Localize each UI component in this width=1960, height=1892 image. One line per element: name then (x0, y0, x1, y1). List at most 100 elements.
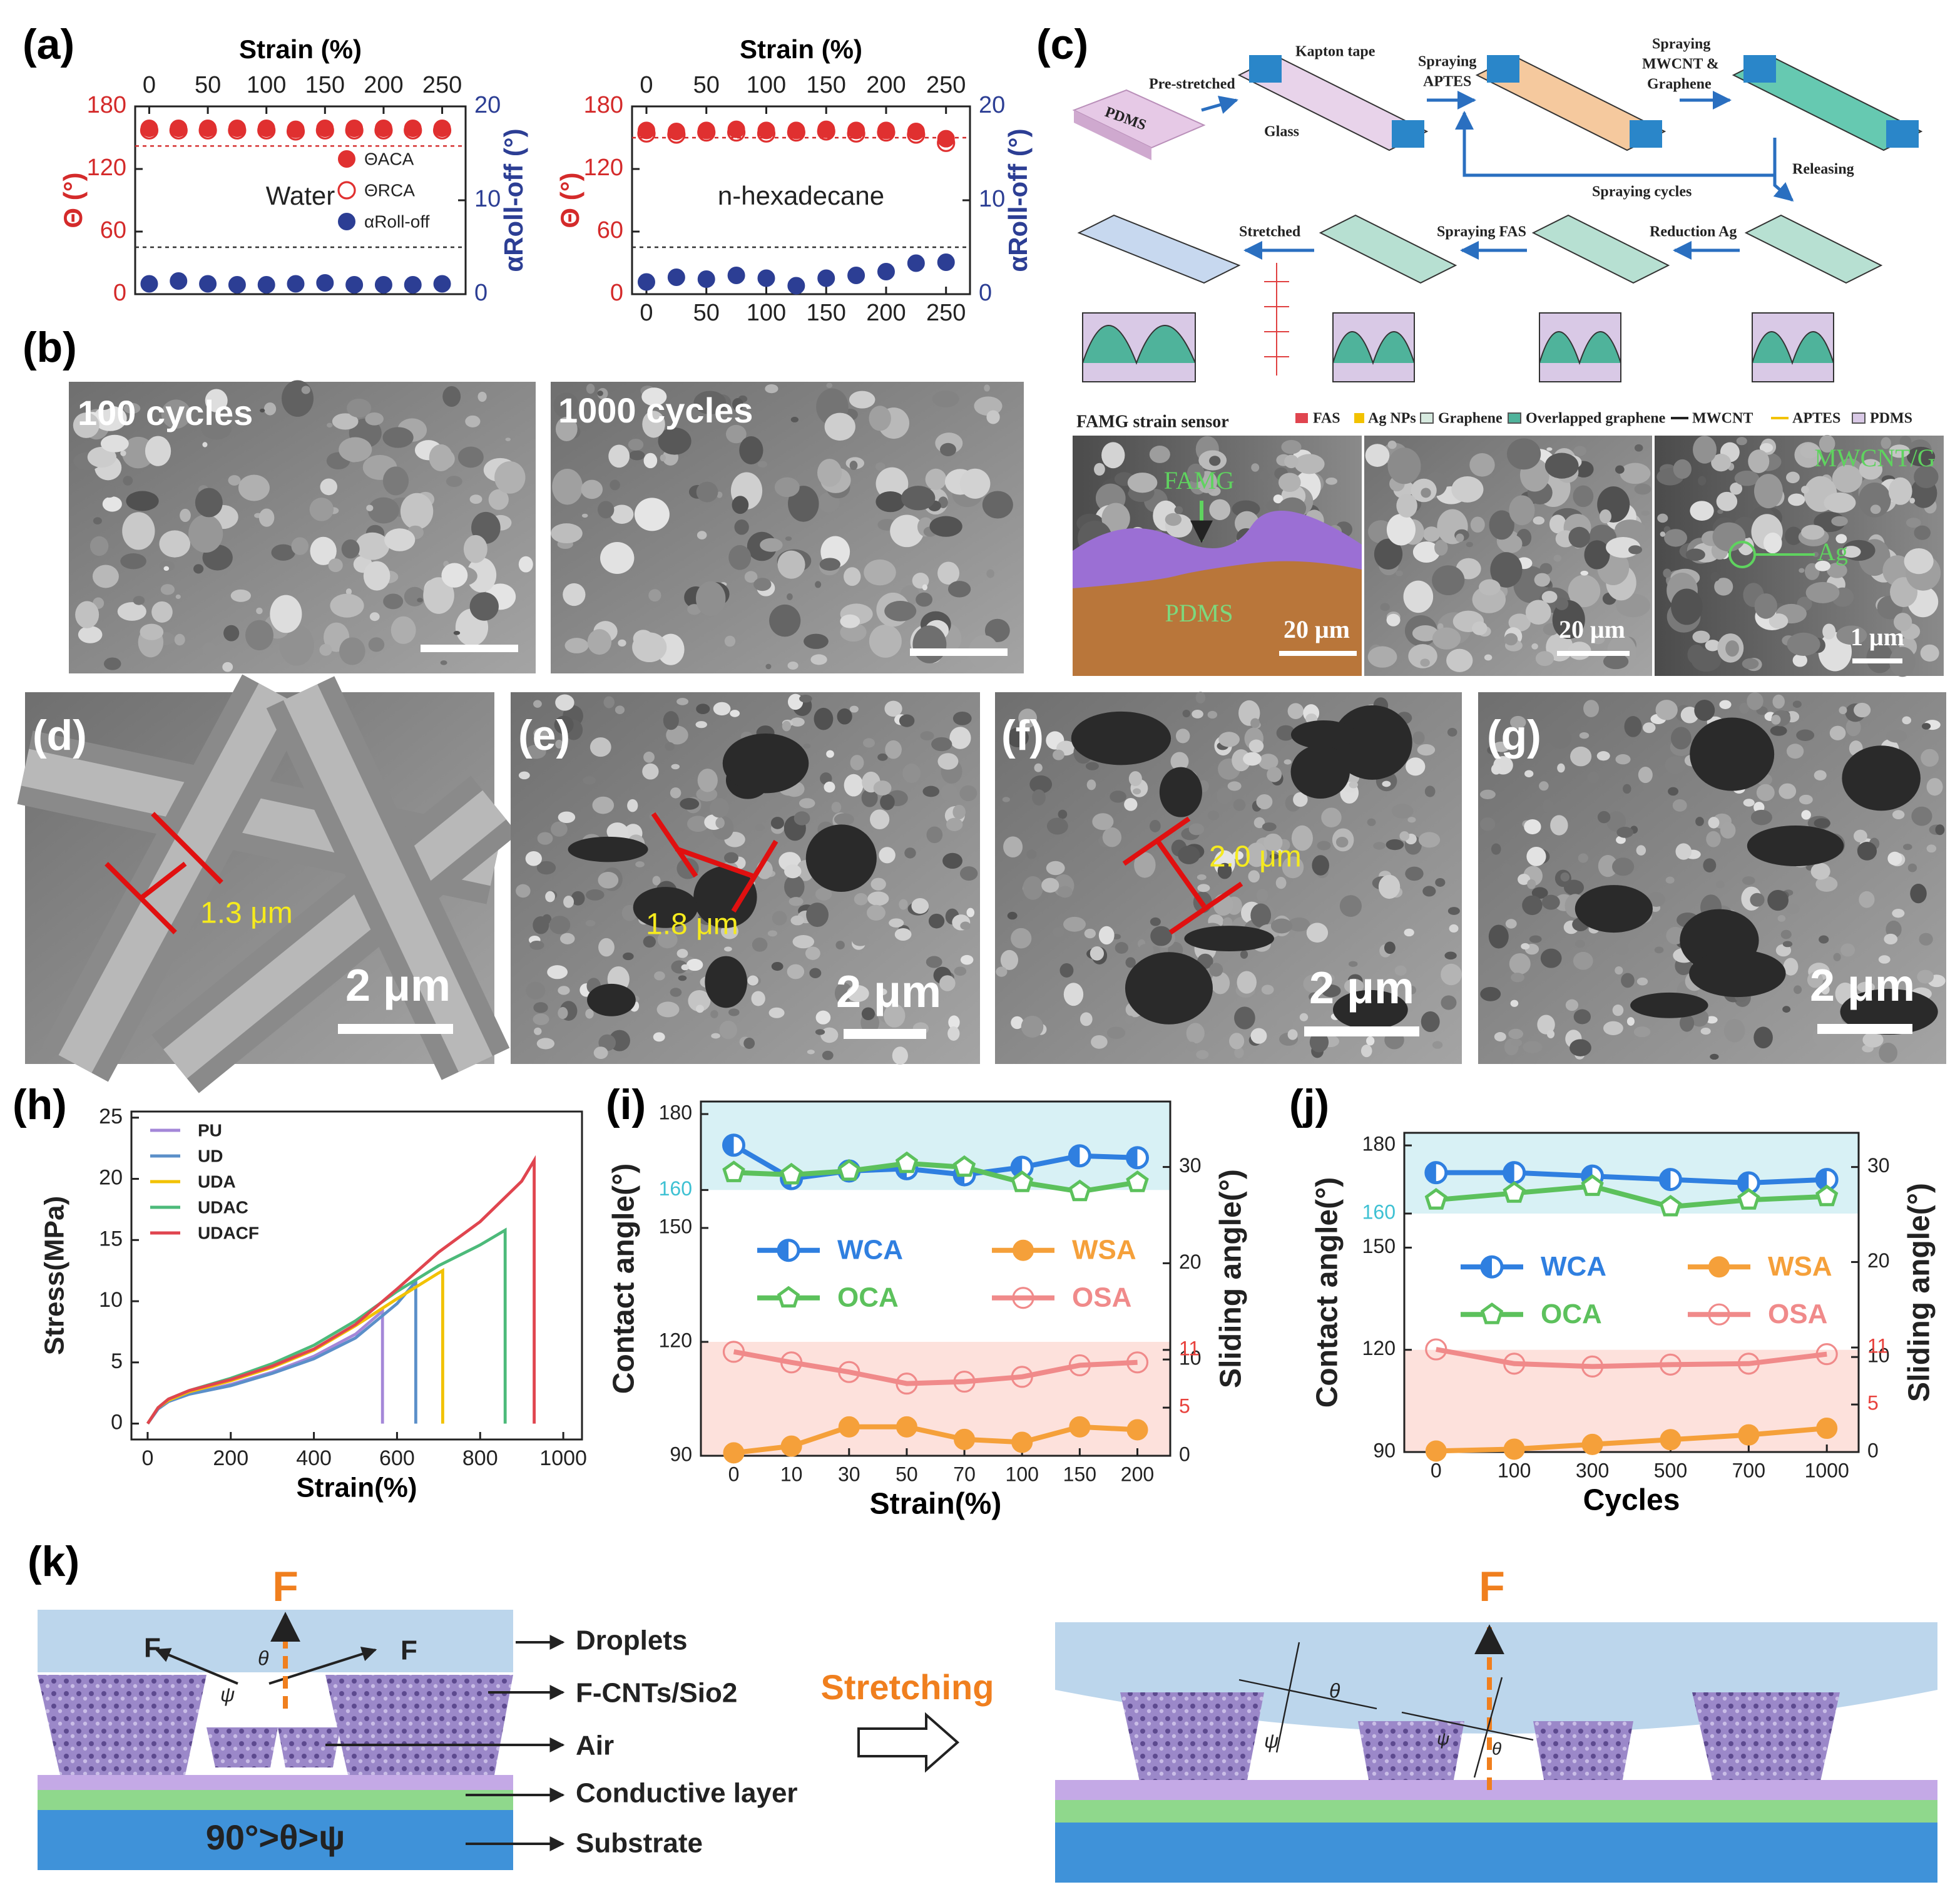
grain (875, 462, 886, 471)
grain (1258, 754, 1279, 770)
grain (93, 406, 127, 431)
grain (1237, 971, 1257, 994)
grain (174, 633, 185, 646)
marker (1126, 1419, 1148, 1441)
grain (959, 785, 977, 802)
grain (1794, 985, 1802, 995)
tick-label: 0 (640, 300, 653, 326)
grain (1557, 763, 1565, 773)
grain (369, 612, 380, 621)
grain (922, 584, 927, 591)
grain (940, 442, 956, 456)
grain (1926, 778, 1943, 796)
tick-label: 120 (584, 155, 623, 181)
grain (1759, 442, 1774, 453)
annotation: n-hexadecane (718, 181, 884, 210)
grain (534, 1027, 542, 1035)
grain (537, 832, 553, 845)
marker (1126, 1170, 1149, 1192)
grain (850, 755, 864, 770)
grain (1814, 818, 1830, 829)
y-axis-label: Θ (°) (58, 172, 88, 228)
grain (730, 710, 740, 717)
grain (1403, 580, 1434, 613)
grain (1763, 532, 1782, 554)
fiber (58, 683, 292, 1073)
grain (1531, 887, 1548, 899)
marker (1425, 1440, 1447, 1462)
grain (1366, 1036, 1375, 1046)
tick-label: 50 (896, 1463, 918, 1485)
grain (890, 514, 924, 548)
grain (747, 975, 758, 986)
grain (1695, 817, 1704, 826)
grain (1053, 749, 1064, 760)
grain (1829, 725, 1846, 740)
grain (1367, 646, 1397, 668)
grain (1407, 817, 1416, 823)
pore (1332, 989, 1408, 1030)
grain (643, 936, 656, 948)
grain (1785, 903, 1800, 914)
grain (904, 847, 916, 859)
grain (1780, 929, 1792, 939)
y2-axis-label: αRoll-off (°) (499, 128, 528, 272)
grain (1796, 729, 1815, 741)
image-label: PDMS (1165, 599, 1233, 627)
legend-label: OCA (1541, 1299, 1602, 1329)
grain (1725, 640, 1739, 657)
grain (1253, 817, 1265, 829)
grain (533, 1013, 549, 1025)
grain (1349, 781, 1358, 789)
grain (1303, 974, 1323, 993)
legend-label: WCA (1541, 1251, 1606, 1282)
grain (1859, 459, 1883, 480)
marker (727, 123, 746, 142)
grain (1447, 907, 1460, 915)
grain (585, 889, 605, 901)
marker (198, 121, 217, 140)
grain (1248, 870, 1260, 883)
angle-label: ψ (1437, 1729, 1449, 1748)
grain (1412, 541, 1440, 563)
grain (1822, 623, 1836, 640)
grain (688, 989, 711, 1012)
grain (1792, 653, 1807, 667)
marker (952, 1155, 976, 1177)
scale-bar (421, 645, 518, 652)
grain (1112, 934, 1121, 940)
grain (1432, 1041, 1443, 1049)
grain (1782, 1006, 1791, 1013)
grain (1599, 509, 1611, 524)
grain (1259, 470, 1270, 481)
grain (1705, 640, 1720, 652)
tick-label: 150 (807, 72, 846, 98)
grain (815, 1029, 825, 1035)
grain (1034, 763, 1043, 772)
tick-label: 150 (659, 1215, 692, 1237)
y2-axis-label: αRoll-off (°) (1003, 128, 1033, 272)
grain (1853, 829, 1867, 842)
grain (1491, 843, 1501, 855)
grain (1527, 879, 1536, 889)
grain (670, 988, 682, 997)
grain (1281, 439, 1302, 454)
grain (1386, 613, 1401, 626)
grain (743, 1037, 755, 1049)
grain (1909, 498, 1916, 504)
grain (1321, 984, 1341, 998)
grain (844, 774, 864, 797)
x-axis-label: Strain (%) (239, 34, 362, 64)
grain (1807, 971, 1824, 988)
grain (1712, 522, 1746, 552)
grain (1886, 729, 1907, 743)
grain (603, 696, 615, 708)
grain (1788, 493, 1805, 506)
grain (877, 753, 888, 761)
grain (1534, 573, 1551, 587)
series-line (1436, 1347, 1827, 1369)
tick-label: 60 (100, 217, 126, 243)
grain (719, 1020, 737, 1040)
grain (554, 715, 574, 734)
grain (1750, 892, 1765, 907)
